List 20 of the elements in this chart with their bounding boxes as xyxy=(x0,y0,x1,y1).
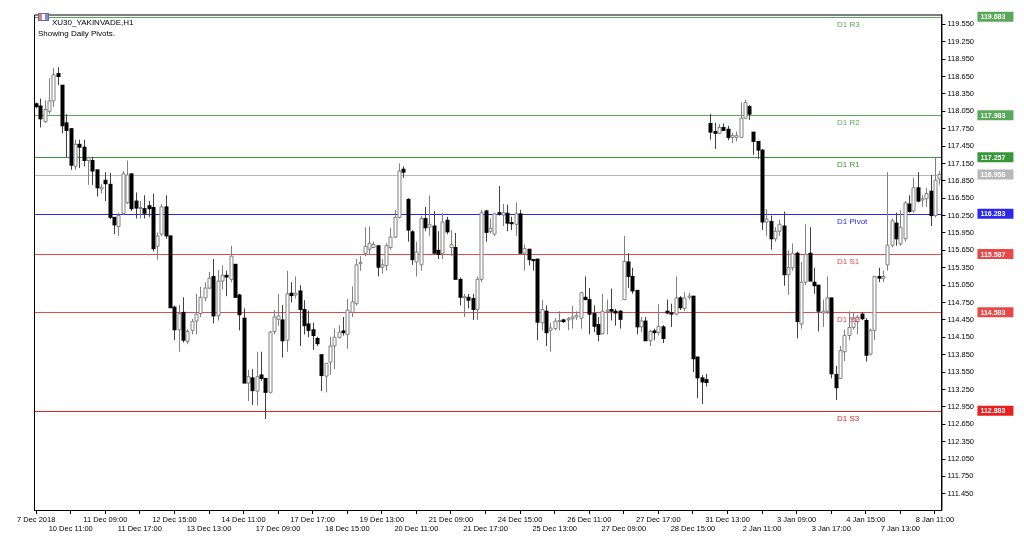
candlestick xyxy=(280,304,285,359)
ref-line-label: D1 S1 xyxy=(837,257,860,267)
ref-line-label: D1 S2 xyxy=(837,315,860,325)
ref-line-label: D1 R1 xyxy=(837,160,861,170)
ref-line-label: D1 R2 xyxy=(837,118,861,128)
text: Showing Daily Pivots. xyxy=(38,28,115,38)
candlestick xyxy=(82,139,87,167)
ref-line-label: D1 Pivot xyxy=(837,216,869,226)
candlestick xyxy=(298,284,303,347)
candlestick xyxy=(916,171,921,203)
candlestick xyxy=(263,377,268,420)
candlestick xyxy=(669,303,674,328)
ref-line-label: D1 S3 xyxy=(837,413,860,423)
candlestick xyxy=(708,113,713,141)
candlestick xyxy=(618,309,623,330)
candlestick xyxy=(319,354,324,392)
candlestick xyxy=(544,304,549,347)
candlestick xyxy=(224,270,229,297)
chart-title: XU30_YAKINVADE,H1 xyxy=(52,17,135,27)
ref-line-label: D1 R3 xyxy=(837,19,861,29)
